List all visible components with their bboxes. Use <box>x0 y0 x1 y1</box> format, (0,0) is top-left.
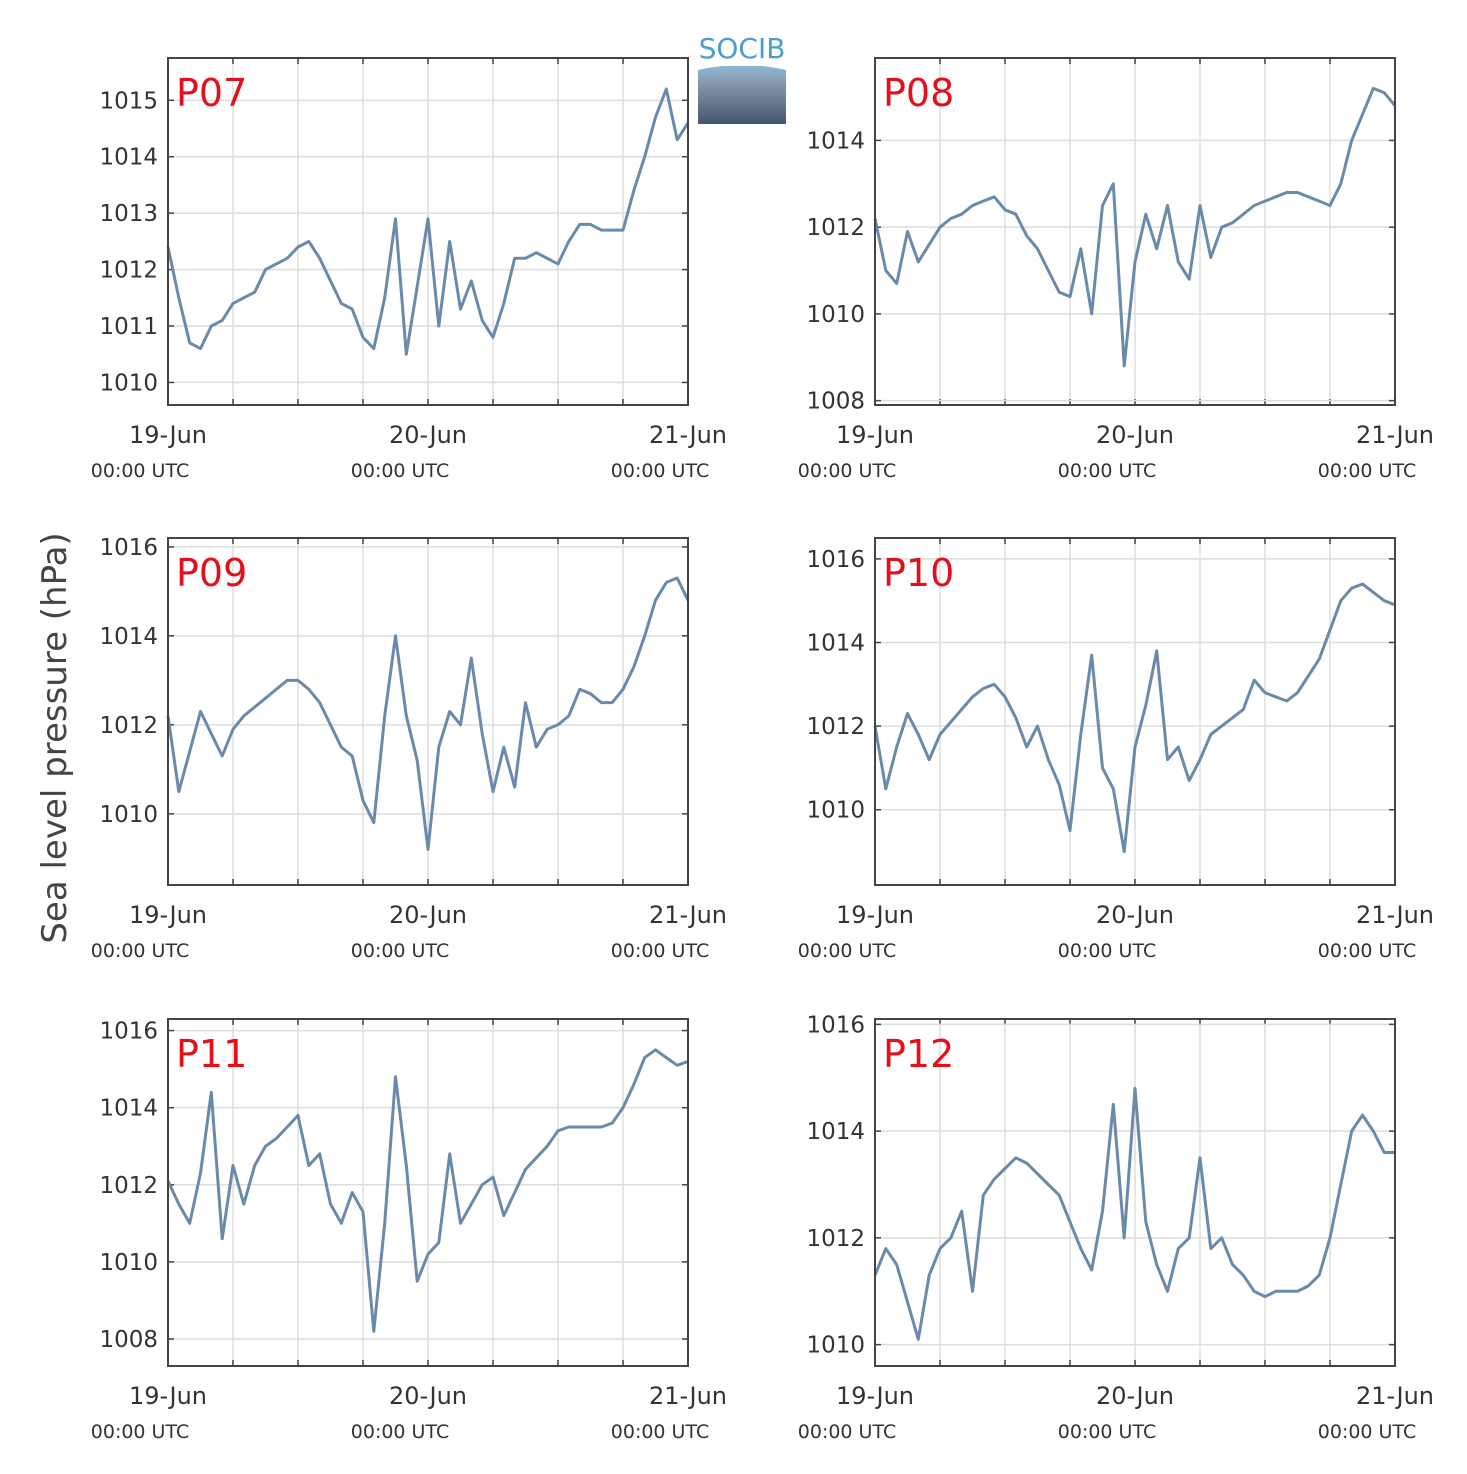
x-tick-sublabel: 00:00 UTC <box>351 940 449 962</box>
panel-title: P09 <box>176 551 247 595</box>
x-tick-label: 20-Jun <box>389 421 467 449</box>
panel: 19-Jun 00:00 UTC 20-Jun 00:00 UTC 21-Jun 00:0… <box>91 535 727 962</box>
x-tick-sublabel: 00:00 UTC <box>91 940 189 962</box>
y-tick-label: 1015 <box>99 88 158 114</box>
y-tick-label: 1012 <box>806 215 865 241</box>
x-tick-label: 21-Jun <box>1356 901 1434 929</box>
panel-title: P10 <box>883 551 954 595</box>
x-tick-sublabel: 00:00 UTC <box>798 940 896 962</box>
pressure-line <box>166 1048 689 1333</box>
y-tick-label: 1014 <box>806 631 865 657</box>
x-tick-sublabel: 00:00 UTC <box>1058 460 1156 482</box>
y-tick-label: 1010 <box>806 302 865 328</box>
pressure-line <box>873 582 1396 854</box>
logo-wave <box>698 65 786 70</box>
y-axis-label: Sea level pressure (hPa) <box>35 532 75 943</box>
x-tick-sublabel: 00:00 UTC <box>611 460 709 482</box>
x-tick-label: 21-Jun <box>649 1382 727 1410</box>
x-tick-sublabel: 00:00 UTC <box>798 1421 896 1443</box>
x-tick-sublabel: 00:00 UTC <box>1318 1421 1416 1443</box>
y-tick-label: 1010 <box>99 1250 158 1276</box>
logo: SOCIB <box>698 32 786 124</box>
y-tick-label: 1008 <box>99 1327 158 1353</box>
y-tick-label: 1014 <box>806 128 865 154</box>
x-tick-label: 20-Jun <box>1096 901 1174 929</box>
x-tick-sublabel: 00:00 UTC <box>1318 940 1416 962</box>
panel: 19-Jun 00:00 UTC 20-Jun 00:00 UTC 21-Jun 00:0… <box>798 1012 1434 1443</box>
y-tick-label: 1012 <box>99 258 158 284</box>
x-tick-sublabel: 00:00 UTC <box>351 460 449 482</box>
y-tick-label: 1010 <box>99 370 158 396</box>
x-tick-sublabel: 00:00 UTC <box>351 1421 449 1443</box>
x-tick-sublabel: 00:00 UTC <box>1058 940 1156 962</box>
y-tick-label: 1016 <box>806 547 865 573</box>
y-tick-label: 1014 <box>99 624 158 650</box>
pressure-line <box>873 86 1397 368</box>
y-tick-label: 1016 <box>806 1012 865 1038</box>
plot-frame <box>167 537 689 886</box>
y-tick-label: 1013 <box>99 201 158 227</box>
x-tick-label: 21-Jun <box>1356 421 1434 449</box>
x-tick-label: 21-Jun <box>1356 1382 1434 1410</box>
x-tick-sublabel: 00:00 UTC <box>611 940 709 962</box>
x-tick-label: 21-Jun <box>649 901 727 929</box>
x-tick-sublabel: 00:00 UTC <box>798 460 896 482</box>
x-tick-label: 19-Jun <box>129 901 207 929</box>
x-tick-label: 19-Jun <box>129 1382 207 1410</box>
y-tick-label: 1014 <box>99 145 158 171</box>
panel-title: P11 <box>176 1032 247 1076</box>
x-tick-sublabel: 00:00 UTC <box>1318 460 1416 482</box>
x-tick-sublabel: 00:00 UTC <box>91 460 189 482</box>
panel: 19-Jun 00:00 UTC 20-Jun 00:00 UTC 21-Jun 00:0… <box>91 1018 727 1443</box>
logo-text: SOCIB <box>699 32 786 65</box>
panel: 19-Jun 00:00 UTC 20-Jun 00:00 UTC 21-Jun 00:0… <box>91 57 727 482</box>
y-tick-label: 1011 <box>99 314 158 340</box>
x-tick-sublabel: 00:00 UTC <box>1058 1421 1156 1443</box>
plot-frame <box>874 537 1396 886</box>
y-tick-label: 1010 <box>806 798 865 824</box>
x-tick-label: 19-Jun <box>836 421 914 449</box>
x-tick-label: 20-Jun <box>1096 1382 1174 1410</box>
x-tick-label: 19-Jun <box>836 1382 914 1410</box>
pressure-line <box>166 87 690 356</box>
pressure-line <box>166 576 690 851</box>
y-tick-label: 1016 <box>99 1019 158 1045</box>
plot-frame <box>167 1018 689 1367</box>
y-tick-label: 1010 <box>99 802 158 828</box>
panel-title: P12 <box>883 1032 954 1076</box>
x-tick-label: 20-Jun <box>389 901 467 929</box>
y-tick-label: 1012 <box>806 714 865 740</box>
x-tick-label: 19-Jun <box>129 421 207 449</box>
y-tick-label: 1010 <box>806 1333 865 1359</box>
plot-frame <box>167 57 689 406</box>
x-tick-sublabel: 00:00 UTC <box>611 1421 709 1443</box>
y-tick-label: 1016 <box>99 535 158 561</box>
y-tick-label: 1008 <box>806 389 865 415</box>
x-tick-sublabel: 00:00 UTC <box>91 1421 189 1443</box>
panel-title: P08 <box>883 71 954 115</box>
pressure-line <box>873 1086 1395 1341</box>
y-tick-label: 1012 <box>806 1226 865 1252</box>
x-tick-label: 19-Jun <box>836 901 914 929</box>
y-tick-label: 1012 <box>99 1173 158 1199</box>
x-tick-label: 21-Jun <box>649 421 727 449</box>
panel: 19-Jun 00:00 UTC 20-Jun 00:00 UTC 21-Jun 00:0… <box>798 537 1434 962</box>
logo-block <box>698 66 786 124</box>
plot-frame <box>874 57 1396 406</box>
y-tick-label: 1014 <box>806 1119 865 1145</box>
plot-frame <box>874 1018 1396 1367</box>
panel-title: P07 <box>176 71 247 115</box>
y-tick-label: 1012 <box>99 713 158 739</box>
x-tick-label: 20-Jun <box>1096 421 1174 449</box>
panel: 19-Jun 00:00 UTC 20-Jun 00:00 UTC 21-Jun 00:0… <box>798 57 1434 482</box>
x-tick-label: 20-Jun <box>389 1382 467 1410</box>
y-tick-label: 1014 <box>99 1096 158 1122</box>
